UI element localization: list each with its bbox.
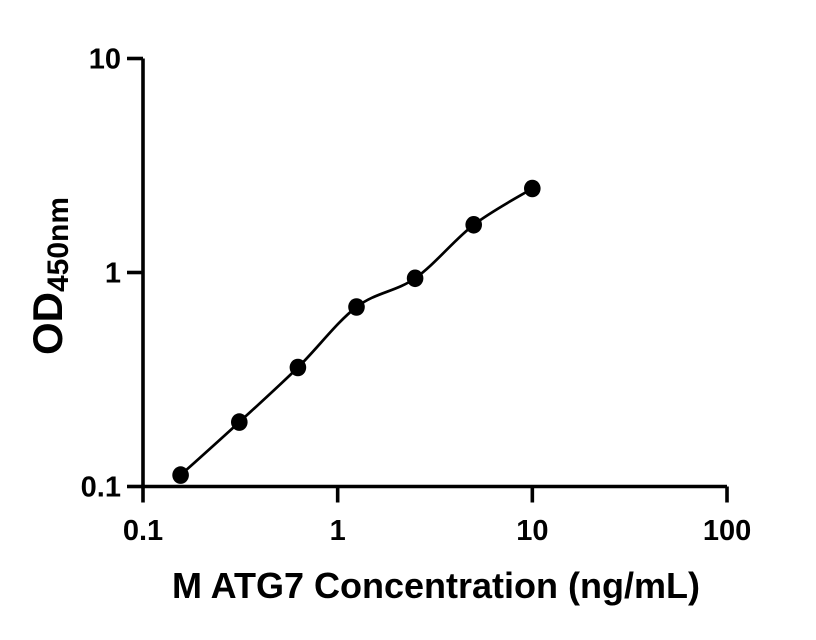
data-point-marker [406, 269, 424, 288]
x-tick-labels: 0.1 1 10 100 [123, 515, 751, 547]
data-point-marker [289, 358, 307, 377]
y-axis-title-main: OD [24, 292, 71, 355]
axes [127, 56, 729, 503]
x-tick-label: 100 [703, 515, 751, 547]
x-tick-label: 10 [516, 515, 548, 547]
data-point-marker [465, 216, 483, 234]
y-tick-label: 1 [105, 258, 121, 290]
x-tick-label: 0.1 [123, 515, 163, 547]
x-tick-label: 1 [330, 515, 346, 547]
y-tick-label: 0.1 [81, 472, 121, 504]
x-axis-title: M ATG7 Concentration (ng/mL) [172, 565, 700, 606]
y-axis-title-subscript: 450nm [42, 197, 75, 292]
fit-curve-path [179, 187, 534, 477]
y-tick-label: 10 [89, 44, 121, 76]
data-point-marker [348, 298, 365, 316]
data-point-marker [524, 179, 541, 198]
y-tick-labels: 10 1 0.1 [81, 44, 121, 504]
data-point-marker [231, 413, 248, 431]
data-point-marker [172, 466, 189, 484]
data-points [172, 179, 541, 484]
y-axis-title: OD450nm [24, 197, 75, 355]
fit-curve [179, 187, 534, 477]
